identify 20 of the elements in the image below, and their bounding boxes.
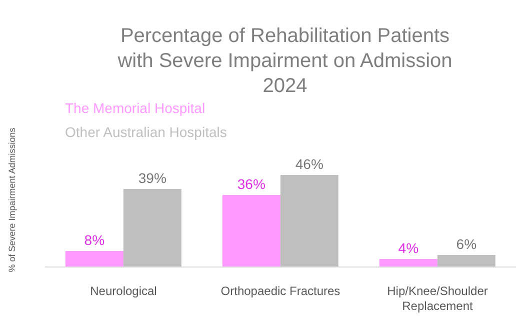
y-axis-title: % of Severe Impairment Admissions [7, 126, 17, 274]
data-label: 36% [237, 176, 266, 192]
bar [280, 175, 338, 267]
x-tick-label: Orthopaedic Fractures [220, 284, 340, 298]
chart-subtitle: 2024 [262, 74, 308, 99]
x-tick-label: Hip/Knee/Shoulder Replacement [387, 284, 488, 313]
text: Other Australian Hospitals [65, 123, 227, 142]
bar [65, 251, 124, 267]
data-label: 8% [84, 232, 105, 248]
bar [379, 259, 438, 267]
x-tick-label: Neurological [90, 284, 157, 298]
text: The Memorial Hospital [65, 99, 206, 118]
bar [222, 195, 280, 267]
bar [437, 255, 496, 267]
bar [123, 189, 182, 267]
data-label: 46% [295, 156, 324, 172]
data-label: 4% [398, 240, 419, 256]
data-label: 39% [138, 170, 166, 186]
data-label: 6% [456, 236, 477, 252]
chart-title: Percentage of Rehabilitation Patients with Severe Impairment on Admission [116, 24, 454, 74]
